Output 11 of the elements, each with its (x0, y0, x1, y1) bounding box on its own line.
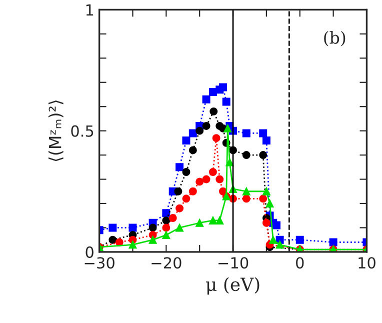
annotation: (b) (324, 30, 346, 46)
x-tick-label: −20 (152, 257, 182, 269)
x-tick-label: 0 (296, 257, 304, 269)
x-axis-title: μ (eV) (206, 277, 260, 295)
x-tick-label: −10 (218, 257, 248, 269)
x-tick-label: −30 (84, 257, 114, 269)
y-axis-title: ⟨(Mᶻₘ)²⟩ (48, 100, 64, 162)
y-tick-label: 0.5 (71, 125, 94, 137)
y-tick-label: 0 (86, 246, 94, 258)
y-tick-label: 1 (86, 4, 94, 16)
x-tick-label: 10 (358, 257, 376, 269)
